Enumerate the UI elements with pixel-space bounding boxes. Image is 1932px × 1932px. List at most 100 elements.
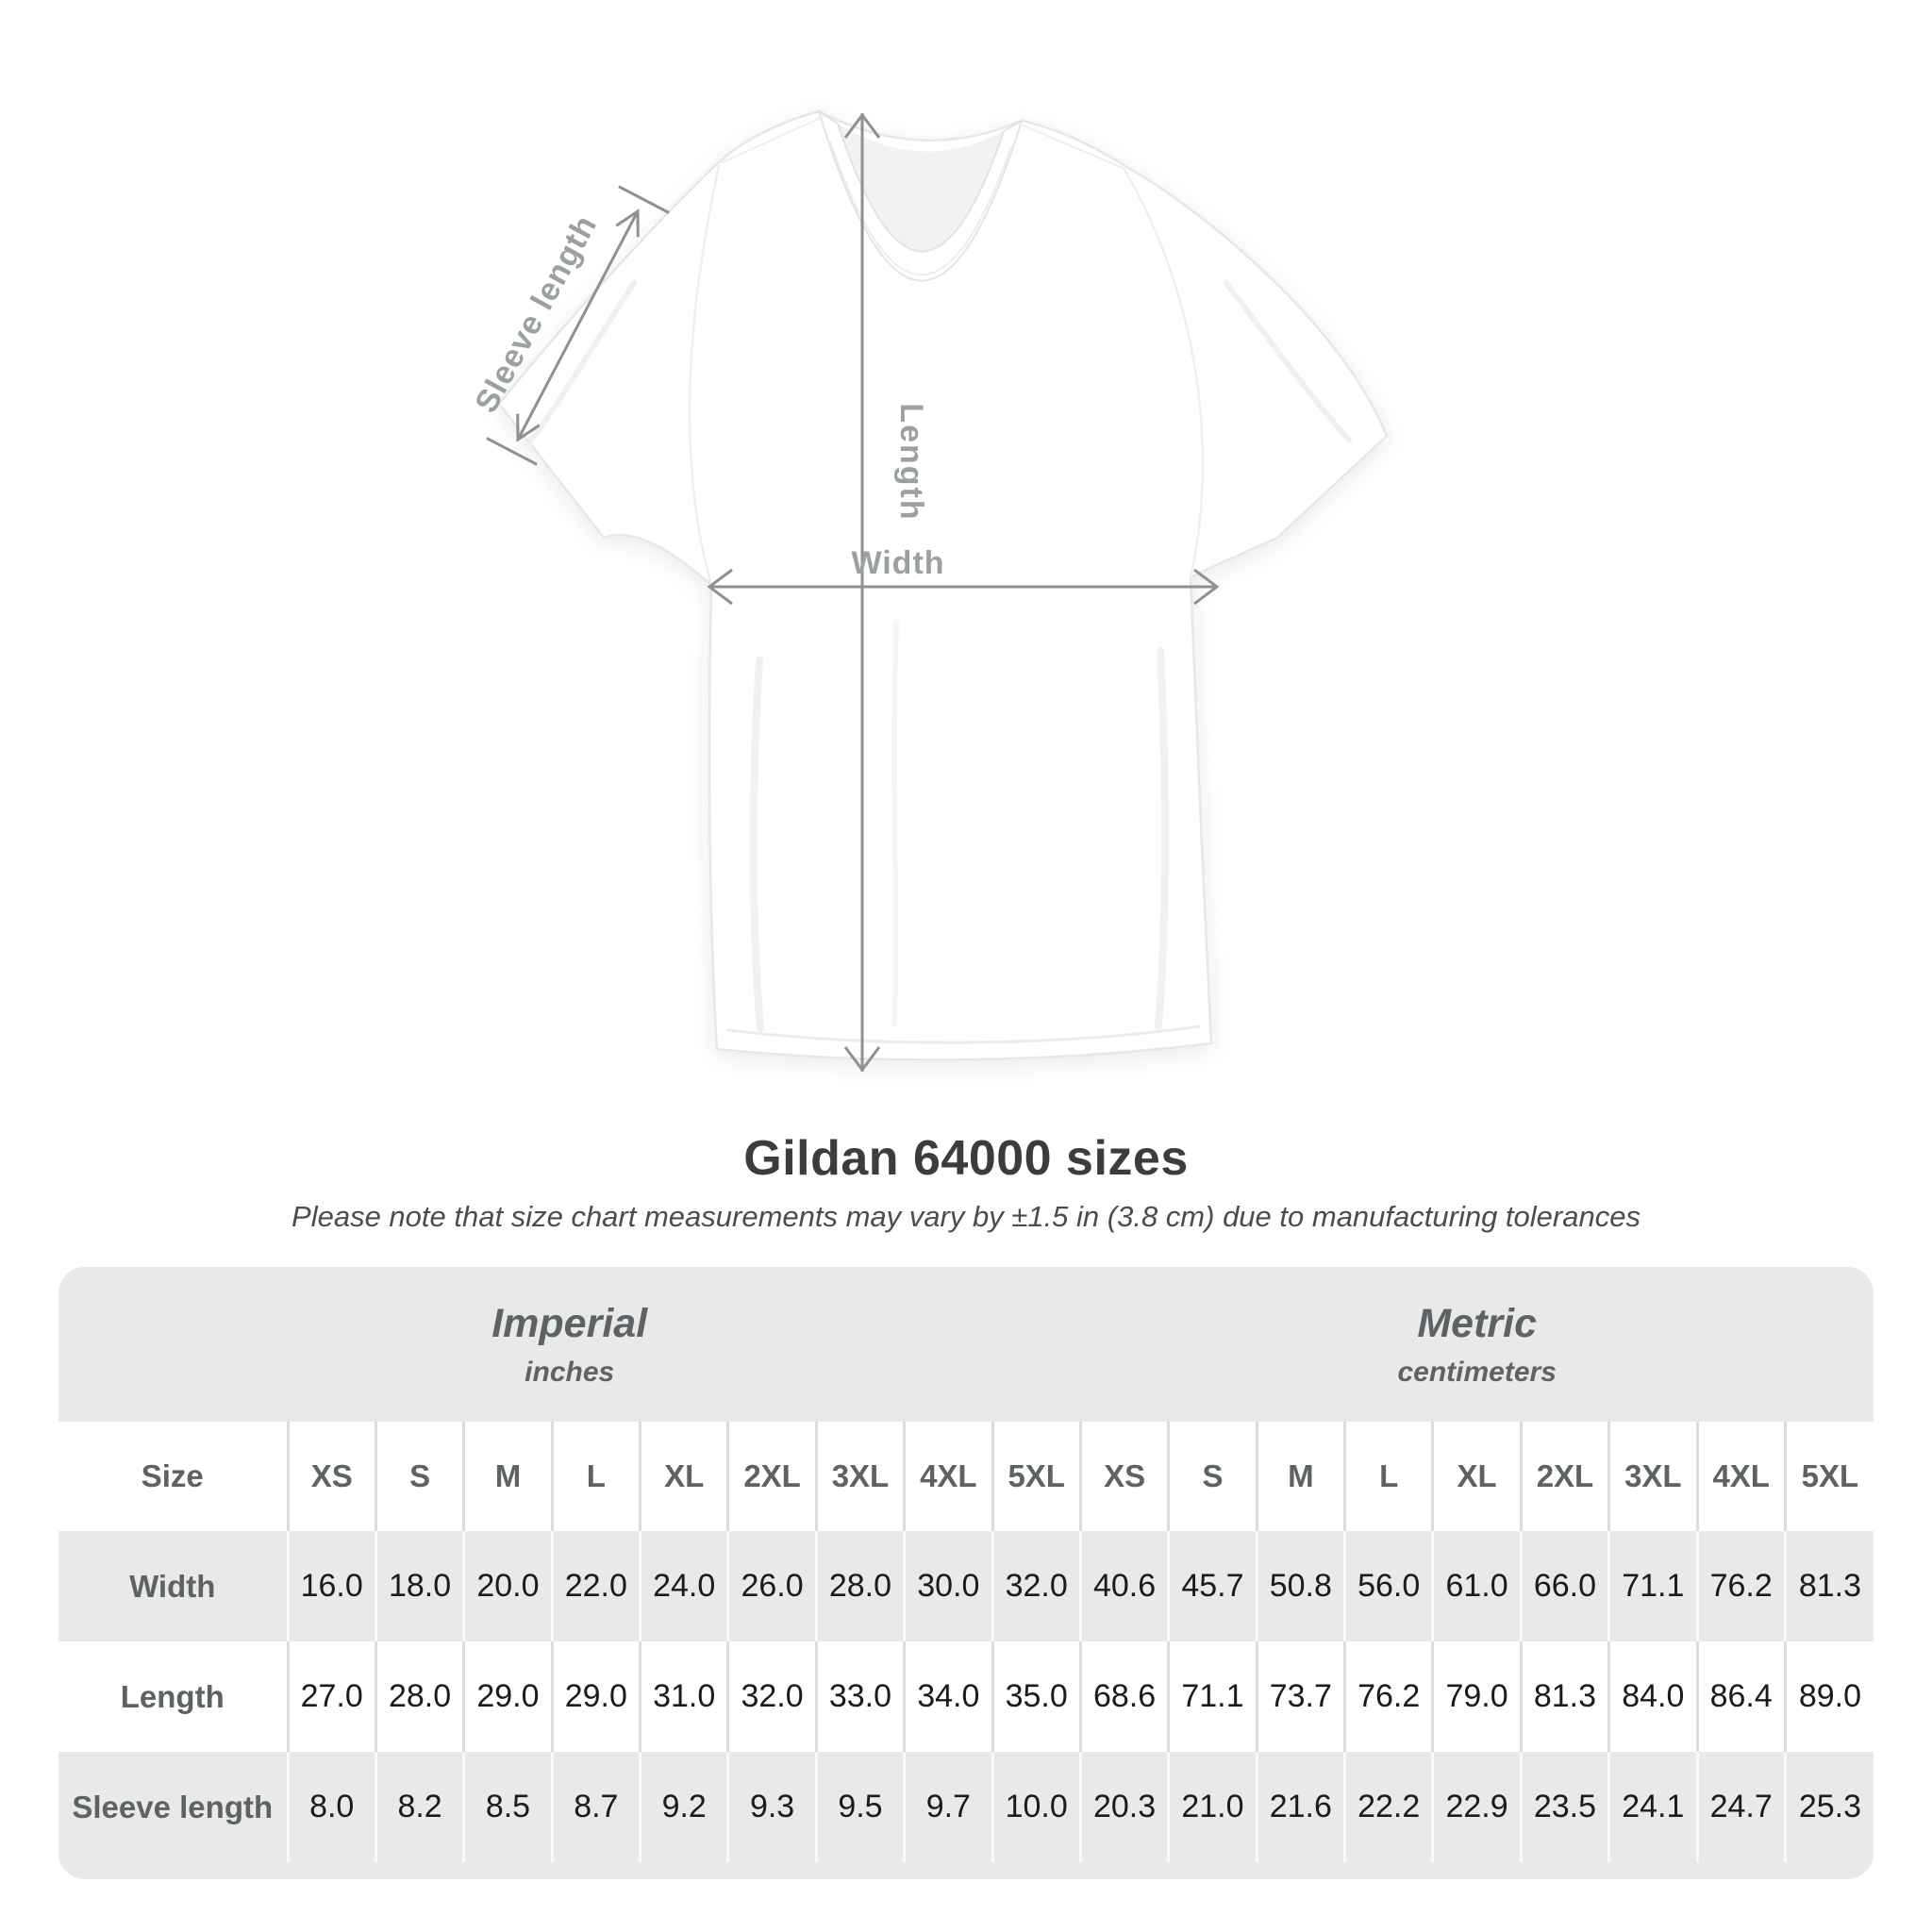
measurement-value: 30.0 bbox=[903, 1531, 993, 1641]
size-col-header-imperial-xl: XL bbox=[639, 1422, 728, 1531]
measurement-value: 9.2 bbox=[639, 1752, 728, 1862]
size-col-header-metric-s: S bbox=[1167, 1422, 1257, 1531]
length-label: Length bbox=[893, 403, 929, 521]
measurement-value: 40.6 bbox=[1078, 1531, 1169, 1641]
tolerance-note: Please note that size chart measurements… bbox=[291, 1200, 1641, 1233]
measurement-value: 45.7 bbox=[1167, 1531, 1257, 1641]
sleeve-length-arrow bbox=[486, 185, 670, 466]
measurement-value: 73.7 bbox=[1255, 1641, 1345, 1752]
measurement-value: 28.0 bbox=[814, 1531, 905, 1641]
size-col-header-imperial-l: L bbox=[550, 1422, 641, 1531]
size-col-header-imperial-3xl: 3XL bbox=[814, 1422, 905, 1531]
size-column-header: Size bbox=[141, 1458, 204, 1493]
measurement-value: 81.3 bbox=[1783, 1531, 1874, 1641]
measurement-value: 8.7 bbox=[550, 1752, 641, 1862]
measurement-value: 22.9 bbox=[1431, 1752, 1522, 1862]
measurement-value: 22.2 bbox=[1343, 1752, 1433, 1862]
measurement-value: 27.0 bbox=[286, 1641, 376, 1752]
measurement-value: 9.5 bbox=[814, 1752, 905, 1862]
measurement-value: 16.0 bbox=[286, 1531, 376, 1641]
measurement-value: 81.3 bbox=[1519, 1641, 1609, 1752]
tshirt-measurement-diagram: Length Width Sleeve length bbox=[468, 108, 1389, 1073]
size-col-header-metric-5xl: 5XL bbox=[1783, 1422, 1874, 1531]
collar-opening bbox=[838, 124, 1004, 252]
row-label: Width bbox=[129, 1568, 216, 1604]
size-col-header-imperial-xs: XS bbox=[286, 1422, 376, 1531]
size-col-header-metric-xs: XS bbox=[1078, 1422, 1169, 1531]
measurement-value: 8.5 bbox=[462, 1752, 553, 1862]
measurement-value: 20.0 bbox=[462, 1531, 553, 1641]
measurement-row-sleeve-length: Sleeve length 8.0 8.2 8.5 8.7 9.2 9.3 9.5 9.7 10.… bbox=[58, 1752, 1874, 1862]
width-arrow bbox=[707, 568, 1220, 606]
size-col-header-metric-m: M bbox=[1255, 1422, 1345, 1531]
size-col-header-metric-l: L bbox=[1343, 1422, 1433, 1531]
measurement-value: 29.0 bbox=[462, 1641, 553, 1752]
size-header-row: Size XS S M L XL 2XL 3XL 4XL 5XL XS S M L XL 2XL 3XL 4XL… bbox=[58, 1422, 1874, 1531]
measurement-value: 32.0 bbox=[991, 1531, 1081, 1641]
measurement-value: 20.3 bbox=[1078, 1752, 1169, 1862]
page-title: Gildan 64000 sizes bbox=[743, 1131, 1189, 1186]
size-col-header-metric-4xl: 4XL bbox=[1695, 1422, 1786, 1531]
size-col-header-metric-2xl: 2XL bbox=[1519, 1422, 1609, 1531]
measurement-value: 10.0 bbox=[991, 1752, 1081, 1862]
metric-label: Metric bbox=[1417, 1300, 1538, 1346]
size-table-grid: Imperial inches Metric centimeters Size … bbox=[58, 1267, 1874, 1862]
measurement-value: 50.8 bbox=[1255, 1531, 1345, 1641]
measurement-value: 29.0 bbox=[550, 1641, 641, 1752]
measurement-value: 33.0 bbox=[814, 1641, 905, 1752]
measurement-value: 66.0 bbox=[1519, 1531, 1609, 1641]
measurement-value: 86.4 bbox=[1695, 1641, 1786, 1752]
measurement-value: 18.0 bbox=[374, 1531, 464, 1641]
imperial-label: Imperial bbox=[491, 1300, 648, 1346]
measurement-row-length: Length 27.0 28.0 29.0 29.0 31.0 32.0 33.0 34.0 35… bbox=[58, 1641, 1874, 1752]
measurement-value: 71.1 bbox=[1607, 1531, 1698, 1641]
imperial-units-label: inches bbox=[525, 1356, 615, 1388]
measurement-value: 22.0 bbox=[550, 1531, 641, 1641]
unit-header-row: Imperial inches Metric centimeters bbox=[58, 1267, 1874, 1422]
measurement-value: 23.5 bbox=[1519, 1752, 1609, 1862]
length-arrow bbox=[843, 112, 881, 1073]
measurement-value: 84.0 bbox=[1607, 1641, 1698, 1752]
measurement-value: 34.0 bbox=[903, 1641, 993, 1752]
measurement-value: 25.3 bbox=[1783, 1752, 1874, 1862]
measurement-value: 21.6 bbox=[1255, 1752, 1345, 1862]
size-col-header-metric-xl: XL bbox=[1431, 1422, 1522, 1531]
measurement-value: 8.2 bbox=[374, 1752, 464, 1862]
metric-units-label: centimeters bbox=[1397, 1356, 1557, 1388]
measurement-value: 31.0 bbox=[639, 1641, 728, 1752]
measurement-value: 24.7 bbox=[1695, 1752, 1786, 1862]
measurement-value: 26.0 bbox=[726, 1531, 817, 1641]
imperial-group-header: Imperial inches bbox=[58, 1267, 1081, 1422]
measurement-value: 68.6 bbox=[1078, 1641, 1169, 1752]
measurement-value: 32.0 bbox=[726, 1641, 817, 1752]
size-col-header-imperial-2xl: 2XL bbox=[726, 1422, 817, 1531]
measurement-value: 9.3 bbox=[726, 1752, 817, 1862]
metric-group-header: Metric centimeters bbox=[1080, 1267, 1874, 1422]
measurement-value: 71.1 bbox=[1167, 1641, 1257, 1752]
width-label: Width bbox=[851, 545, 944, 581]
measurement-value: 79.0 bbox=[1431, 1641, 1522, 1752]
row-label: Sleeve length bbox=[72, 1789, 274, 1824]
measurement-value: 24.0 bbox=[639, 1531, 728, 1641]
size-col-header-imperial-5xl: 5XL bbox=[991, 1422, 1081, 1531]
measurement-row-width: Width 16.0 18.0 20.0 22.0 24.0 26.0 28.0 30.0 32.… bbox=[58, 1531, 1874, 1641]
measurement-value: 76.2 bbox=[1695, 1531, 1786, 1641]
collar-stitch bbox=[829, 141, 1012, 276]
measurement-value: 76.2 bbox=[1343, 1641, 1433, 1752]
measurement-annotations bbox=[486, 112, 1220, 1073]
measurement-value: 28.0 bbox=[374, 1641, 464, 1752]
collar-band bbox=[817, 108, 1024, 282]
size-table: Imperial inches Metric centimeters Size … bbox=[58, 1267, 1874, 1879]
size-col-header-imperial-4xl: 4XL bbox=[903, 1422, 993, 1531]
size-col-header-imperial-s: S bbox=[374, 1422, 464, 1531]
measurement-value: 9.7 bbox=[903, 1752, 993, 1862]
measurement-value: 89.0 bbox=[1783, 1641, 1874, 1752]
size-col-header-metric-3xl: 3XL bbox=[1607, 1422, 1698, 1531]
row-label: Length bbox=[120, 1678, 225, 1714]
measurement-value: 21.0 bbox=[1167, 1752, 1257, 1862]
measurement-value: 24.1 bbox=[1607, 1752, 1698, 1862]
measurement-value: 61.0 bbox=[1431, 1531, 1522, 1641]
measurement-value: 56.0 bbox=[1343, 1531, 1433, 1641]
measurement-value: 8.0 bbox=[286, 1752, 376, 1862]
